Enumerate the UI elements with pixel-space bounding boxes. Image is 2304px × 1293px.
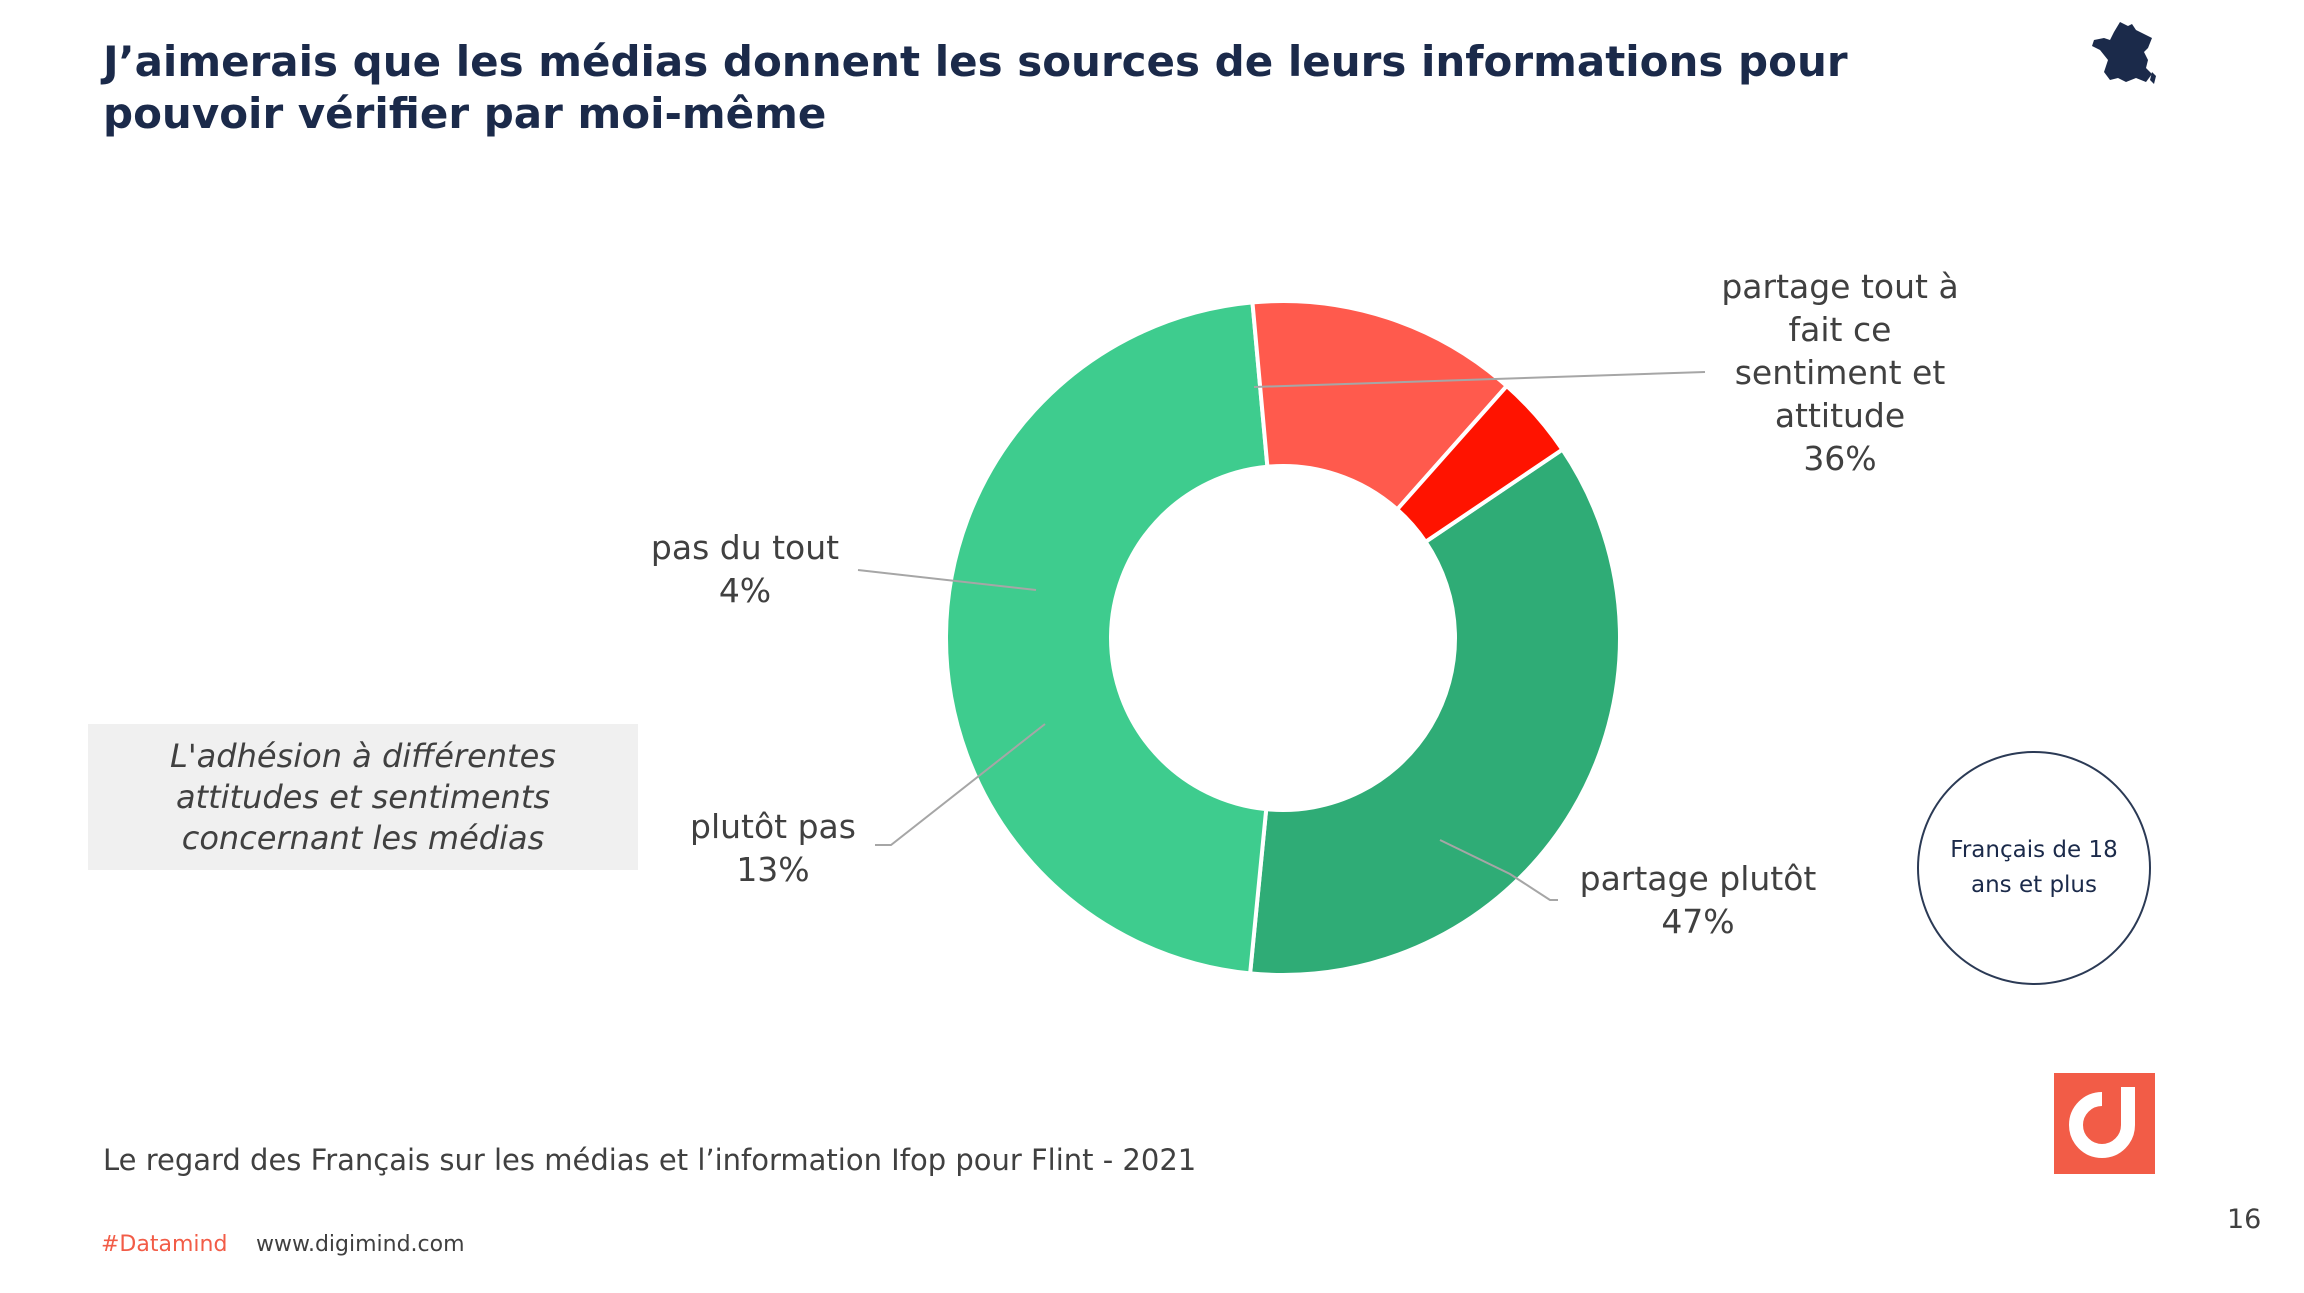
slice-category-label: sentiment et: [1735, 353, 1946, 392]
slice-value-label: 4%: [719, 571, 771, 610]
slice-category-label: attitude: [1775, 396, 1905, 435]
leader-line: [857, 569, 1037, 591]
leader-line: [1439, 839, 1558, 901]
source-text: Le regard des Français sur les médias et…: [103, 1143, 1197, 1177]
leader-line: [875, 723, 1046, 846]
france-map-icon: [2092, 22, 2156, 84]
slice-category-label: pas du tout: [651, 528, 839, 567]
slice-label: partage tout à fait ce sentiment et attitud…: [1721, 267, 1958, 478]
slice-label: pas du tout 4%: [651, 528, 839, 610]
slice-label: plutôt pas 13%: [690, 807, 856, 889]
slice-value-label: 47%: [1661, 902, 1734, 941]
slice-category-label: fait ce: [1789, 310, 1892, 349]
slice-category-label: plutôt pas: [690, 807, 856, 846]
chart-note-box: L'adhésion à différentes attitudes et se…: [88, 724, 638, 870]
slice-value-label: 36%: [1803, 439, 1876, 478]
population-badge: Français de 18 ans et plus: [1917, 751, 2151, 985]
page-number: 16: [2227, 1204, 2262, 1235]
footer-hashtag: #Datamind: [101, 1232, 228, 1257]
donut-slice: [943, 300, 1270, 976]
footer-website[interactable]: www.digimind.com: [256, 1232, 465, 1257]
donut-slice: [1394, 383, 1566, 545]
digimind-logo-icon: [2054, 1073, 2155, 1174]
slice-category-label: partage tout à: [1721, 267, 1958, 306]
leader-line: [1253, 371, 1706, 388]
slice-label: partage plutôt 47%: [1580, 859, 1817, 941]
slice-value-label: 13%: [736, 850, 809, 889]
page-title: J’aimerais que les médias donnent les so…: [103, 37, 1848, 138]
donut-slice: [1247, 446, 1623, 977]
slice-category-label: partage plutôt: [1580, 859, 1817, 898]
chart-note: L'adhésion à différentes attitudes et se…: [170, 736, 556, 857]
population-label: Français de 18 ans et plus: [1950, 837, 2118, 898]
